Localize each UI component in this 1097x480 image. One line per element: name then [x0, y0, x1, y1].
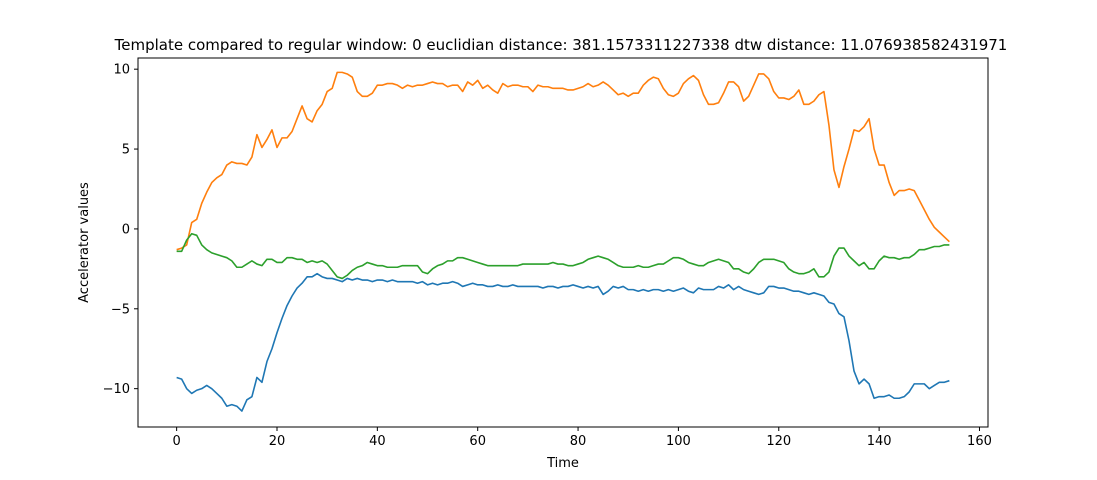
x-tick-label: 80 — [570, 434, 587, 449]
y-tick-label: 0 — [122, 222, 130, 237]
series-line-3 — [176, 232, 950, 280]
y-tick-label: 5 — [122, 143, 130, 158]
x-tick-label: 20 — [269, 434, 286, 449]
y-tick-label: −10 — [103, 382, 130, 397]
y-axis-ticks: −10 −5 0 5 10 — [103, 63, 138, 397]
x-axis-ticks: 0 20 40 60 80 100 120 140 160 — [172, 427, 992, 449]
plot-area-frame — [137, 57, 989, 428]
x-tick-label: 60 — [469, 434, 486, 449]
x-tick-label: 40 — [369, 434, 386, 449]
series-line-2 — [176, 71, 950, 251]
x-tick-label: 140 — [867, 434, 892, 449]
chart-title: Template compared to regular window: 0 e… — [114, 36, 1008, 54]
x-axis-label: Time — [546, 456, 579, 471]
x-tick-label: 160 — [967, 434, 992, 449]
x-tick-label: 100 — [666, 434, 691, 449]
series-layer — [176, 71, 950, 412]
y-tick-label: 10 — [113, 63, 130, 78]
x-tick-label: 0 — [172, 434, 180, 449]
y-tick-label: −5 — [111, 302, 130, 317]
x-tick-label: 120 — [766, 434, 791, 449]
series-line-1 — [176, 272, 950, 412]
y-axis-label: Accelerator values — [77, 182, 92, 303]
